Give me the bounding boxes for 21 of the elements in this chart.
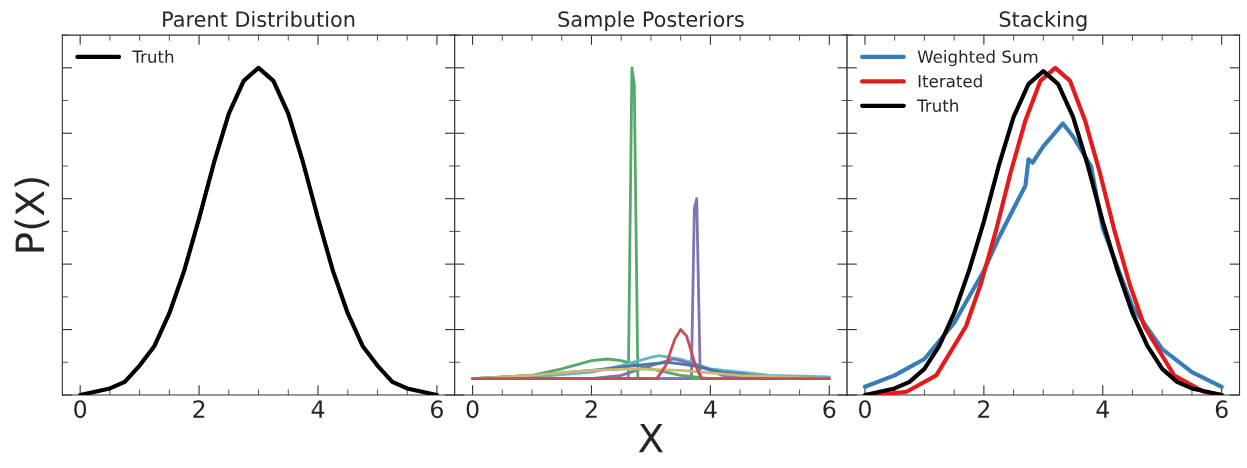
x-tick-label: 2 — [585, 400, 597, 418]
x-tick-label: 2 — [978, 400, 990, 418]
x-tick-label: 4 — [704, 400, 717, 418]
x-tick-label: 0 — [74, 400, 87, 419]
x-tick-label: 6 — [823, 400, 836, 419]
legend-label: Iterated — [918, 74, 982, 88]
x-tick-label: 0 — [859, 400, 871, 419]
x-tick-label: 6 — [431, 400, 443, 419]
legend-label: Weighted Sum — [917, 50, 1038, 67]
legend-label: Truth — [917, 99, 958, 112]
chart-title: Parent Distribution — [163, 10, 355, 28]
x-axis-title: X — [638, 423, 664, 453]
x-tick-label: 0 — [466, 400, 479, 419]
x-tick-label: 4 — [311, 400, 325, 418]
y-axis-title: P(X) — [14, 178, 50, 252]
x-tick-label: 4 — [1096, 400, 1109, 418]
chart-title: Stacking — [999, 10, 1087, 32]
legend-label: Truth — [132, 50, 174, 63]
x-tick-label: 6 — [1215, 400, 1228, 419]
chart-title: Sample Posteriors — [558, 10, 744, 32]
x-tick-label: 2 — [193, 400, 205, 418]
